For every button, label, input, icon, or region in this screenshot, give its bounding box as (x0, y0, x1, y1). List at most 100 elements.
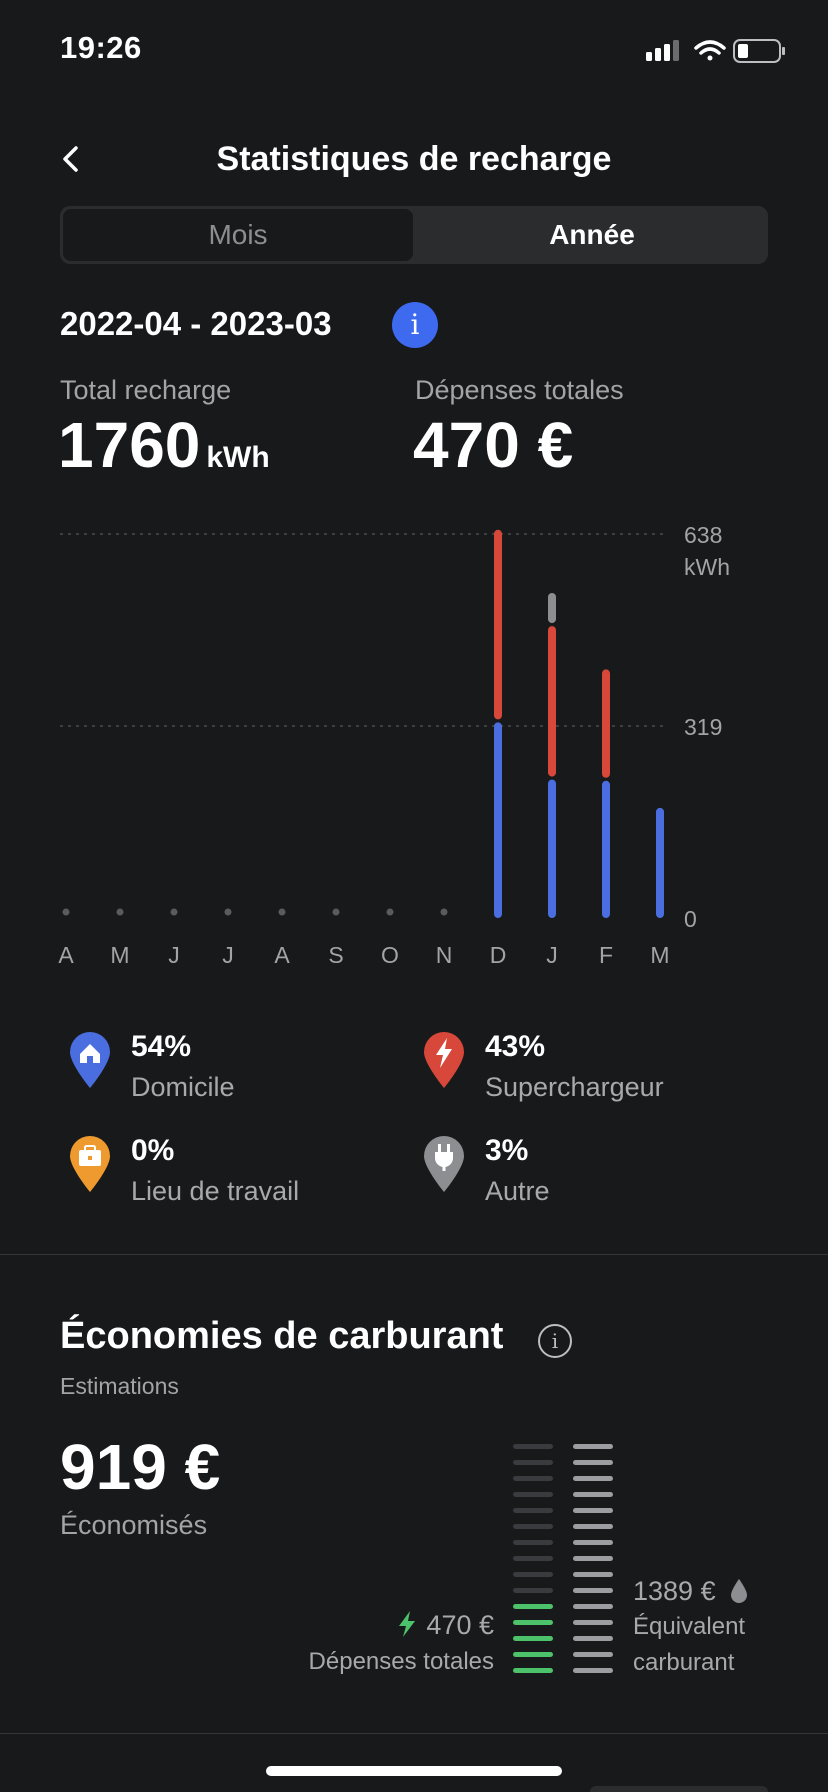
electric-spend: 470 € (380, 1610, 494, 1641)
electric-level-bar-empty (513, 1524, 553, 1529)
electric-level-bar-empty (513, 1460, 553, 1465)
tab-year[interactable]: Année (549, 219, 635, 250)
bar-segment-domicile (656, 807, 664, 918)
fuel-level-bar (573, 1540, 613, 1545)
wifi-icon (694, 40, 726, 61)
electric-level-bar-empty (513, 1556, 553, 1561)
period-range: 2022-04 - 2023-03 (60, 305, 332, 342)
electric-level-bar-empty (513, 1588, 553, 1593)
home-indicator (266, 1766, 562, 1776)
total-recharge: 1760 kWh (58, 408, 270, 482)
back-chevron-icon[interactable] (52, 140, 92, 180)
fuel-level-bar (573, 1620, 613, 1625)
x-tick-label: D (490, 942, 507, 968)
x-tick-label: J (222, 942, 234, 968)
status-icons (646, 39, 785, 63)
bottom-divider (0, 1733, 828, 1734)
x-tick-label: J (168, 942, 180, 968)
electric-level-bar-filled (513, 1668, 553, 1673)
legend-work (68, 1134, 112, 1199)
total-spend-value: 470 € (413, 409, 574, 481)
bottom-sheet-edge (590, 1786, 768, 1792)
electric-level-bar-filled (513, 1620, 553, 1625)
fuel-level-bar (573, 1556, 613, 1561)
page-title: Statistiques de recharge (216, 140, 612, 178)
bar-segment-autre (548, 592, 556, 624)
empty-month-dot (170, 908, 178, 916)
x-tick-label: F (599, 942, 613, 968)
electric-spend-value: 470 € (426, 1610, 494, 1640)
fuel-level-bar (573, 1508, 613, 1513)
electric-spend-label: Dépenses totales (308, 1648, 494, 1675)
fuel-level-bar (573, 1460, 613, 1465)
fuel-level-bar (573, 1668, 613, 1673)
bar-segment-superchargeur (494, 529, 502, 720)
fuel-saved-value: 919 € (60, 1431, 221, 1503)
empty-month-dot (440, 908, 448, 916)
total-spend-label: Dépenses totales (415, 375, 624, 405)
total-recharge-label: Total recharge (60, 375, 232, 405)
legend-supercharger-pct: 43% (485, 1030, 546, 1063)
fuel-equivalent: 1389 € (633, 1576, 748, 1607)
electric-level-bar-empty (513, 1540, 553, 1545)
fuel-savings-subtitle: Estimations (60, 1373, 179, 1399)
legend-work-pct: 0% (131, 1134, 175, 1167)
legend-domicile-name: Domicile (131, 1072, 235, 1102)
battery-icon (733, 39, 785, 63)
electric-level-bar-empty (513, 1492, 553, 1497)
period-segmented-control: Mois Année (60, 206, 768, 264)
total-recharge-value: 1760 (58, 409, 201, 481)
x-tick-label: M (650, 942, 669, 968)
fuel-level-bar (573, 1492, 613, 1497)
fuel-level-bar (573, 1476, 613, 1481)
fuel-level-bar (573, 1444, 613, 1449)
fuel-info-icon[interactable]: i (538, 1324, 572, 1358)
electric-level-bar-filled (513, 1636, 553, 1641)
empty-month-dot (332, 908, 340, 916)
empty-month-dot (116, 908, 124, 916)
fuel-level-bar (573, 1604, 613, 1609)
electric-level-bar-empty (513, 1444, 553, 1449)
empty-month-dot (278, 908, 286, 916)
fuel-level-bar (573, 1588, 613, 1593)
briefcase-pin-icon (70, 1136, 110, 1192)
electric-level-bar-empty (513, 1572, 553, 1577)
electric-level-bar-empty (513, 1508, 553, 1513)
fuel-saved-label: Économisés (60, 1510, 208, 1540)
fuel-drop-icon (731, 1579, 748, 1603)
electric-level-bar-filled (513, 1604, 553, 1609)
empty-month-dot (386, 908, 394, 916)
bar-segment-superchargeur (602, 669, 610, 778)
x-tick-label: M (110, 942, 129, 968)
x-tick-label: N (436, 942, 453, 968)
fuel-level-bar (573, 1652, 613, 1657)
x-tick-label: O (381, 942, 399, 968)
fuel-equivalent-label-2: carburant (633, 1649, 735, 1676)
total-recharge-unit: kWh (206, 441, 270, 474)
fuel-savings-title: Économies de carburant (60, 1315, 504, 1357)
y-tick-label: 0 (684, 906, 697, 932)
info-icon[interactable]: i (392, 302, 438, 348)
fuel-comparison-bars (513, 1444, 613, 1673)
bar-segment-domicile (548, 779, 556, 918)
y-unit-label: kWh (684, 554, 730, 580)
y-tick-label: 638 (684, 522, 722, 548)
bar-segment-domicile (494, 722, 502, 918)
legend-domicile-pct: 54% (131, 1030, 192, 1063)
empty-month-dot (62, 908, 70, 916)
fuel-level-bar (573, 1524, 613, 1529)
fuel-equivalent-label-1: Équivalent (633, 1613, 746, 1640)
x-tick-label: A (58, 942, 74, 968)
fuel-level-bar (573, 1636, 613, 1641)
legend-supercharger-name: Superchargeur (485, 1072, 664, 1102)
legend-other-name: Autre (485, 1176, 550, 1206)
bar-segment-domicile (602, 780, 610, 918)
tab-month[interactable]: Mois (63, 209, 413, 261)
legend-other-pct: 3% (485, 1134, 529, 1167)
signal-icon (646, 40, 679, 61)
electric-level-bar-filled (513, 1652, 553, 1657)
section-divider (0, 1254, 828, 1255)
bolt-icon (399, 1611, 416, 1637)
home-pin-icon (70, 1032, 110, 1088)
y-tick-label: 319 (684, 714, 722, 740)
